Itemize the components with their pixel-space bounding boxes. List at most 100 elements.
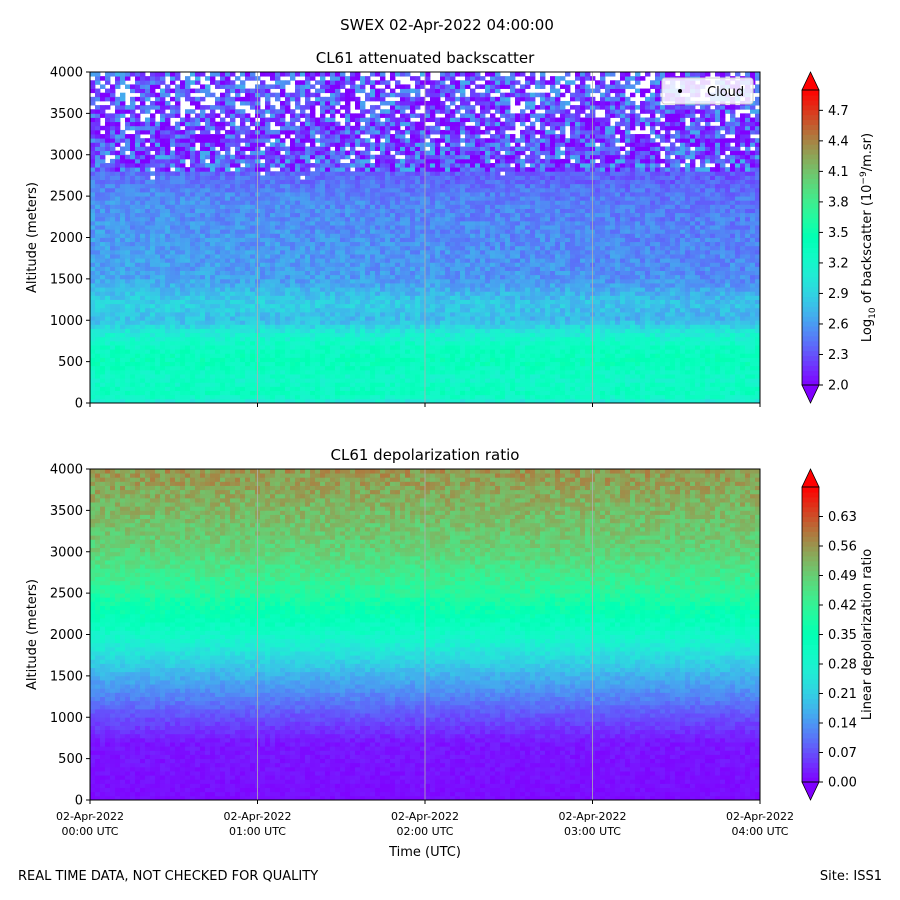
colorbar-band [802,659,819,665]
colorbar-band [802,306,819,312]
colorbar-band [802,698,819,704]
colorbar-band [802,541,819,547]
colorbar-band [802,708,819,714]
x-tick-label: 02-Apr-2022 [558,810,626,823]
colorbar-tick-label: 3.8 [828,195,849,210]
y-tick-label: 3000 [50,545,83,560]
colorbar-band [802,555,819,562]
colorbar-band [802,664,819,670]
colorbar-tick-label: 4.4 [828,134,849,149]
colorbar-band [802,639,819,645]
colorbar-band [802,262,819,268]
colorbar-band [802,511,819,518]
x-tick-label: 02-Apr-2022 [56,810,124,823]
colorbar-band [802,634,819,641]
colorbar-band [802,629,819,636]
colorbar-band [802,713,819,719]
y-tick-label: 3500 [50,504,83,519]
y-tick-label: 1500 [50,669,83,684]
x-axis-label: Time (UTC) [388,845,461,860]
colorbar-tick-label: 0.35 [828,628,857,643]
colorbar-band [802,703,819,709]
colorbar-band [802,683,819,690]
colorbar-band [802,496,819,503]
colorbar-band [802,188,819,194]
x-tick-label: 02-Apr-2022 [391,810,459,823]
colorbar-tick-label: 0.63 [828,510,857,525]
colorbar-label: Linear depolarization ratio [860,549,875,720]
colorbar-band [802,624,819,631]
colorbar-band [802,718,819,724]
y-tick-label: 1000 [50,314,83,329]
colorbar-band [802,767,819,773]
colorbar-tick-label: 0.14 [828,717,857,732]
colorbar-band [802,173,819,180]
y-tick-label: 500 [58,752,83,767]
colorbar-extend-max [801,468,820,488]
colorbar-band [802,203,819,209]
colorbar-band [802,531,819,537]
colorbar-tick-label: 0.28 [828,658,857,673]
colorbar-band [802,565,819,572]
x-tick-label: 02-Apr-2022 [223,810,291,823]
x-tick-label: 02:00 UTC [396,825,453,838]
colorbar-band [802,208,819,214]
colorbar-band [802,380,819,386]
colorbar-band [802,311,819,317]
colorbar-band [802,590,819,596]
colorbar-band [802,168,819,175]
colorbar-band [802,237,819,244]
colorbar-tick-label: 3.5 [828,226,849,241]
colorbar-band [802,149,819,155]
panel-title: CL61 attenuated backscatter [316,49,535,67]
colorbar-band [802,521,819,527]
colorbar-band [802,99,819,106]
colorbar-label: Log10 of backscatter (10−9/m.sr) [859,133,878,342]
y-axis-label: Altitude (meters) [25,579,40,690]
colorbar-band [802,600,819,606]
colorbar-band [802,296,819,303]
colorbar-tick-label: 0.56 [828,540,857,555]
colorbar-band [802,614,819,621]
colorbar-band [802,242,819,248]
y-tick-label: 3500 [50,107,83,122]
colorbar-band [802,217,819,224]
colorbar-band [802,104,819,111]
colorbar-band [802,227,819,234]
y-tick-label: 2500 [50,587,83,602]
colorbar-band [802,193,819,199]
x-tick-label: 02-Apr-2022 [726,810,794,823]
colorbar-band [802,94,819,101]
colorbar-band [802,163,819,170]
colorbar-band [802,536,819,542]
colorbar-band [802,501,819,508]
colorbar-band [802,139,819,145]
colorbar-band [802,276,819,283]
y-tick-label: 3000 [50,148,83,163]
colorbar-band [802,727,819,734]
colorbar-band [802,316,819,322]
colorbar-band [802,129,819,135]
colorbar-band [802,271,819,278]
colorbar-band [802,321,819,327]
colorbar-band [802,301,819,307]
colorbar-band [802,777,819,783]
colorbar-band [802,595,819,601]
colorbar-band [802,644,819,650]
colorbar-band [802,609,819,616]
colorbar-tick-label: 0.21 [828,687,857,702]
colorbar-band [802,693,819,700]
y-tick-label: 1000 [50,711,83,726]
colorbar-band [802,688,819,695]
colorbar-band [802,487,819,493]
y-tick-label: 0 [75,794,83,809]
colorbar-band [802,335,819,342]
colorbar-tick-label: 2.9 [828,287,849,302]
colorbar-band [802,546,819,552]
x-tick-label: 03:00 UTC [564,825,621,838]
colorbar-band [802,114,819,121]
colorbar-band [802,723,819,729]
colorbar-band [802,330,819,337]
y-tick-label: 0 [75,397,83,412]
